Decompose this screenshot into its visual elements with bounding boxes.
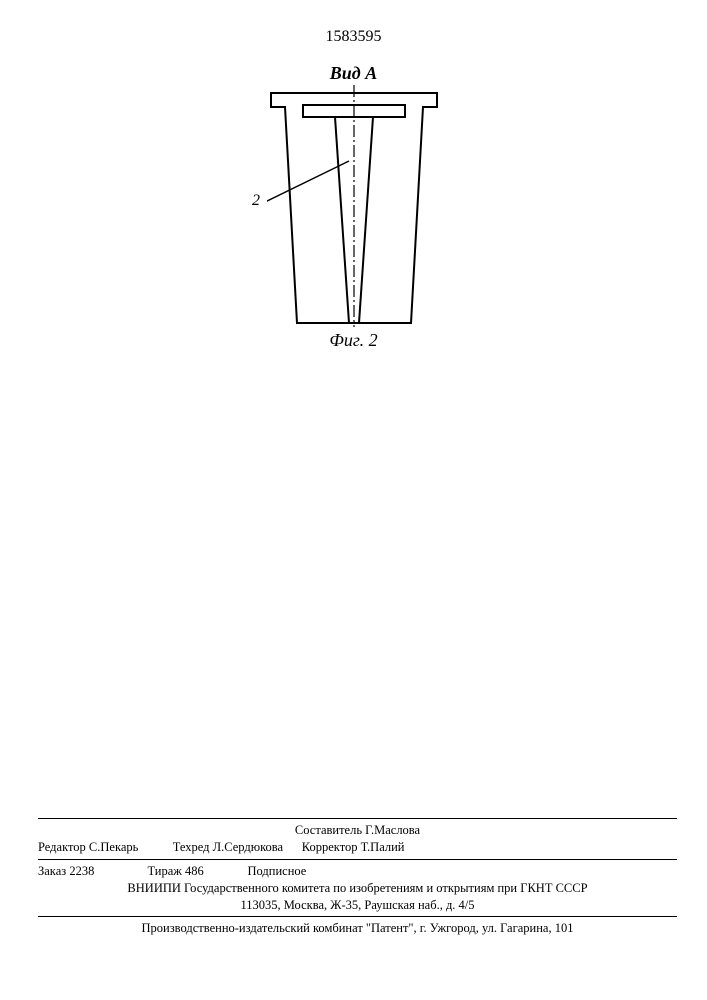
corrector-label: Корректор xyxy=(302,840,358,854)
order-label: Заказ xyxy=(38,864,66,878)
figure-drawing xyxy=(267,85,441,327)
order-number: 2238 xyxy=(69,864,94,878)
compiler-line: Составитель Г.Маслова xyxy=(38,822,677,839)
colophon: Составитель Г.Маслова Редактор С.Пекарь … xyxy=(38,815,677,937)
credits-row: Редактор С.Пекарь Техред Л.Сердюкова Кор… xyxy=(38,839,677,856)
org-line-1: ВНИИПИ Государственного комитета по изоб… xyxy=(38,880,677,897)
reference-number-2: 2 xyxy=(252,192,260,210)
editor-label: Редактор xyxy=(38,840,86,854)
divider-top xyxy=(38,818,677,819)
tirazh-label: Тираж xyxy=(147,864,181,878)
publisher-line: Производственно-издательский комбинат "П… xyxy=(38,920,677,937)
view-label: Вид А xyxy=(0,63,707,84)
org-line-2: 113035, Москва, Ж-35, Раушская наб., д. … xyxy=(38,897,677,914)
tech-label: Техред xyxy=(173,840,210,854)
tech-name: Л.Сердюкова xyxy=(213,840,283,854)
compiler-label: Составитель xyxy=(295,823,362,837)
figure-label: Фиг. 2 xyxy=(0,330,707,351)
divider-mid xyxy=(38,859,677,860)
document-number: 1583595 xyxy=(0,28,707,46)
subscription: Подписное xyxy=(248,864,307,878)
divider-bot xyxy=(38,916,677,917)
compiler-name: Г.Маслова xyxy=(365,823,420,837)
tirazh-number: 486 xyxy=(185,864,204,878)
editor-name: С.Пекарь xyxy=(89,840,138,854)
order-row: Заказ 2238 Тираж 486 Подписное xyxy=(38,863,677,880)
patent-page: 1583595 Вид А 2 Фиг. 2 Составитель Г.Мас… xyxy=(0,0,707,1000)
corrector-name: Т.Палий xyxy=(361,840,405,854)
leader-line xyxy=(267,161,349,203)
